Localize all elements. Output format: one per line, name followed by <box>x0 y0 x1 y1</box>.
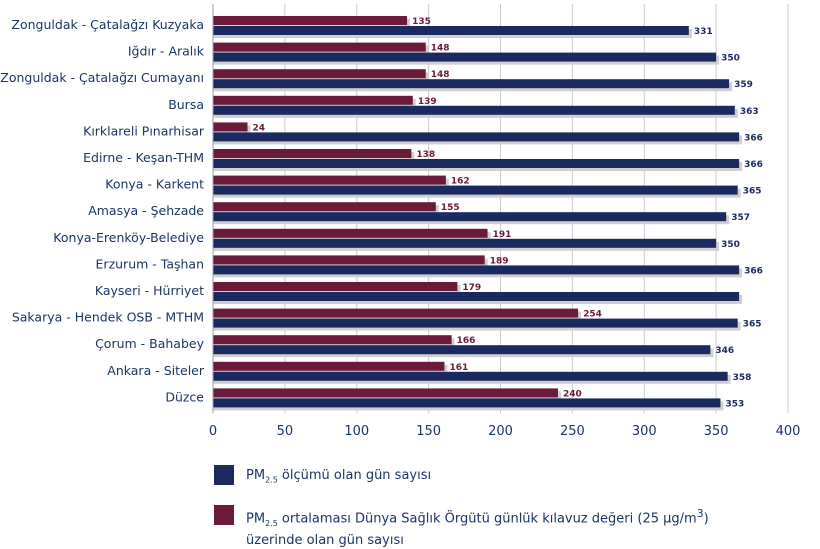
data-label-exceed: 139 <box>418 97 437 107</box>
data-label-measured: 357 <box>731 213 750 223</box>
bar-exceed <box>213 16 408 25</box>
bar-chart: 0 50 100 150 200 250 300 350 400 Zonguldak - Çata… <box>0 4 801 439</box>
x-tick-label: 200 <box>488 424 513 439</box>
bar-exceed <box>213 69 426 79</box>
category-label: Kırklareli Pınarhisar <box>83 123 205 138</box>
data-label-exceed: 148 <box>431 44 450 54</box>
bar-exceed <box>213 95 413 105</box>
bar-measured <box>213 105 735 115</box>
data-label-exceed: 166 <box>457 336 476 346</box>
category-label: Ankara - Siteler <box>107 363 205 378</box>
bar-exceed <box>213 308 579 318</box>
bar-exceed <box>213 122 248 132</box>
legend-swatch-exceed <box>214 505 234 525</box>
legend-item-measured: PM2.5 ölçümü olan gün sayısı <box>214 465 431 489</box>
legend-label-exceed: PM2.5 ortalaması Dünya Sağlık Örgütü gün… <box>246 507 709 548</box>
data-label-exceed: 155 <box>441 203 460 213</box>
x-tick-label: 300 <box>632 424 657 439</box>
bar-exceed <box>213 149 412 158</box>
data-label-exceed: 240 <box>563 389 582 399</box>
data-label-measured: 350 <box>721 54 740 64</box>
data-label-exceed: 179 <box>462 283 481 293</box>
category-label: Kayseri - Hürriyet <box>95 283 204 298</box>
bar-exceed <box>213 42 426 52</box>
data-label-measured: 365 <box>743 320 762 330</box>
x-tick-label: 0 <box>209 424 217 439</box>
data-label-exceed: 254 <box>583 310 602 320</box>
data-label-exceed: 161 <box>449 363 468 373</box>
bar-measured <box>213 79 730 89</box>
bar-measured <box>213 238 717 248</box>
bar-exceed <box>213 282 458 291</box>
data-label-measured: 331 <box>694 27 713 37</box>
x-tick-label: 50 <box>277 424 294 439</box>
category-label: Bursa <box>168 97 204 112</box>
data-label-measured: 346 <box>715 346 734 356</box>
x-tick-label: 350 <box>704 424 729 439</box>
data-label-measured: 366 <box>744 133 763 143</box>
bar-measured <box>213 212 727 222</box>
bar-measured <box>213 185 738 195</box>
data-label-exceed: 189 <box>490 256 509 266</box>
bar-measured <box>213 26 689 35</box>
bar-exceed <box>213 361 445 371</box>
bar-exceed <box>213 202 436 212</box>
bar-measured <box>213 371 728 381</box>
data-label-measured: 350 <box>721 240 740 250</box>
category-label: Iğdır - Aralık <box>128 44 205 59</box>
legend-item-exceed: PM2.5 ortalaması Dünya Sağlık Örgütü gün… <box>214 505 709 549</box>
category-label: Amasya - Şehzade <box>88 203 204 218</box>
category-label: Zonguldak - Çatalağzı Kuzyaka <box>11 17 204 32</box>
data-label-measured: 358 <box>733 373 752 383</box>
x-tick-label: 150 <box>416 424 441 439</box>
category-label: Konya-Erenköy-Belediye <box>53 230 204 245</box>
bar-exceed <box>213 175 446 185</box>
legend-label-measured: PM2.5 ölçümü olan gün sayısı <box>246 468 432 485</box>
category-label: Düzce <box>165 389 204 404</box>
bar-measured <box>213 132 740 142</box>
x-tick-label: 100 <box>344 424 369 439</box>
bar-measured <box>213 265 740 275</box>
data-label-exceed: 24 <box>253 123 266 133</box>
category-label: Sakarya - Hendek OSB - MTHM <box>12 310 204 325</box>
category-label: Erzurum - Taşhan <box>96 256 204 271</box>
bar-exceed <box>213 255 485 265</box>
bar-measured <box>213 292 740 301</box>
category-label: Konya - Karkent <box>105 177 204 192</box>
bar-measured <box>213 159 740 168</box>
category-label: Edirne - Keşan-THM <box>83 150 204 165</box>
data-label-measured: 353 <box>725 399 744 409</box>
data-label-exceed: 138 <box>416 150 435 160</box>
data-label-measured: 366 <box>744 160 763 170</box>
data-label-exceed: 148 <box>431 70 450 80</box>
x-tick-label: 400 <box>776 424 801 439</box>
data-label-measured: 359 <box>734 80 753 90</box>
x-tick-label: 250 <box>560 424 585 439</box>
bar-exceed <box>213 228 488 238</box>
data-label-exceed: 135 <box>412 17 431 27</box>
category-label: Zonguldak - Çatalağzı Cumayanı <box>0 70 204 85</box>
data-label-measured: 365 <box>743 187 762 197</box>
data-label-measured: 366 <box>744 266 763 276</box>
bar-measured <box>213 398 721 408</box>
data-label-exceed: 191 <box>493 230 512 240</box>
data-label-exceed: 162 <box>451 177 470 187</box>
bar-measured <box>213 318 738 328</box>
bar-exceed <box>213 335 452 345</box>
category-label: Çorum - Bahabey <box>95 336 205 351</box>
bar-measured <box>213 345 711 355</box>
legend-swatch-measured <box>214 465 234 485</box>
data-label-measured: 363 <box>740 107 759 117</box>
bar-exceed <box>213 388 558 398</box>
bar-measured <box>213 52 717 62</box>
